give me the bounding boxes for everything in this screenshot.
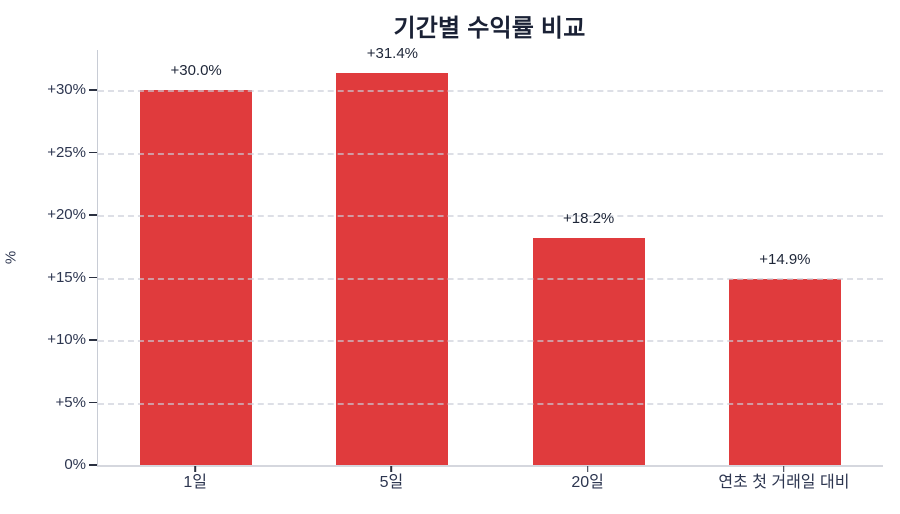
x-tick-mark [194,466,196,472]
x-tick-mark [390,466,393,472]
y-tick-mark [89,151,97,154]
bar-value-label: +14.9% [759,250,811,268]
y-tick-label: +10% [47,330,86,348]
y-tick-marks [89,50,97,466]
gridline [98,277,883,280]
y-axis-labels: 0% +5% +10% +15% +20% +25% +30% [0,50,86,473]
gridline [98,340,883,342]
y-tick-label: +30% [47,81,86,98]
y-tick-label: +20% [47,206,86,223]
plot-area: +30.0% +31.4% +18.2% +14.9% [97,45,883,467]
y-tick-mark [89,401,97,404]
gridline [98,152,883,155]
bar [728,278,841,465]
bar [336,72,449,465]
x-tick-mark [586,466,589,472]
y-tick-mark [89,89,97,91]
x-tick-mark [783,466,785,472]
y-tick-mark [89,214,97,216]
y-tick-label: +25% [47,143,86,161]
x-tick-label: 연초 첫 거래일 대비 [718,474,850,491]
bar-value-label: +18.2% [562,209,615,227]
x-tick-marks [97,466,882,472]
gridline [98,215,883,217]
bar-value-label: +31.4% [366,44,419,62]
x-tick-label: 5일 [379,474,404,491]
y-tick-label: +5% [55,393,86,411]
y-tick-mark [89,464,97,466]
bar [532,237,645,465]
x-tick-label: 1일 [183,474,207,491]
gridline [98,90,883,92]
bar-value-label: +30.0% [170,62,222,80]
y-tick-label: 0% [64,456,86,473]
gridline [98,402,883,405]
y-tick-mark [89,339,97,341]
x-tick-label: 20일 [571,474,604,491]
chart-title: 기간별 수익률 비교 [393,15,586,42]
y-tick-label: +15% [47,268,86,286]
x-axis-labels: 1일 5일 20일 연초 첫 거래일 대비 [97,473,882,495]
y-tick-mark [89,276,97,279]
